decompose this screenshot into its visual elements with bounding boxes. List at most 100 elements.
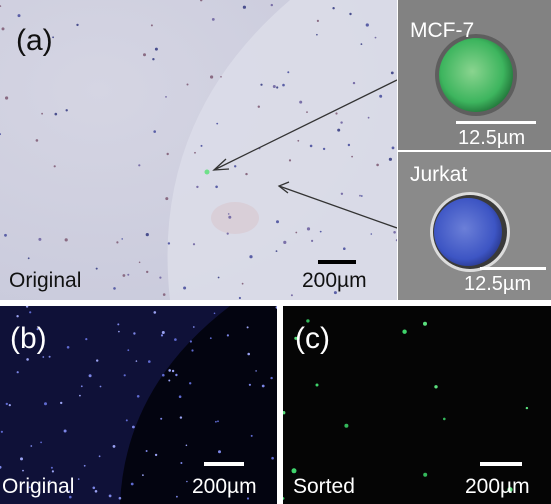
cell-dot xyxy=(340,192,344,195)
cell-dot xyxy=(113,287,116,290)
cell-dot xyxy=(98,455,101,458)
cell-dot xyxy=(189,382,192,385)
cell-dot xyxy=(35,139,39,142)
cell-dot xyxy=(66,346,70,349)
cell-dot xyxy=(443,417,446,421)
cell-dot xyxy=(191,349,194,352)
cell-dot xyxy=(116,241,119,244)
cell-dot xyxy=(143,53,146,57)
cell-dot xyxy=(297,139,300,142)
cell-dot xyxy=(65,109,68,112)
panel-a-letter: (a) xyxy=(16,24,53,57)
inset-jurkat-scale-bar xyxy=(480,267,546,270)
cell-dot xyxy=(340,121,343,124)
cell-dot xyxy=(311,239,314,242)
cell-dot xyxy=(146,270,149,274)
cell-dot xyxy=(166,152,169,156)
cell-dot xyxy=(192,326,195,328)
cell-dot xyxy=(30,445,33,447)
cell-dot xyxy=(299,100,303,104)
cell-dot xyxy=(186,83,189,86)
cell-dot xyxy=(261,384,265,388)
panel-c-caption: Sorted xyxy=(293,475,355,498)
cell-dot xyxy=(132,425,135,429)
cell-dot xyxy=(270,376,273,380)
cell-dot xyxy=(29,311,32,314)
cell-dot xyxy=(247,352,250,356)
cell-dot xyxy=(332,7,335,10)
cell-dot xyxy=(316,33,318,36)
cell-dot xyxy=(5,96,9,100)
cell-dot xyxy=(309,144,313,148)
cell-dot xyxy=(44,402,47,406)
cell-dot xyxy=(226,334,229,337)
cell-dot xyxy=(176,495,178,498)
cell-dot xyxy=(83,464,86,467)
cell-dot xyxy=(283,240,287,244)
cell-dot xyxy=(343,247,346,250)
panel-c-scale-label: 200µm xyxy=(465,475,530,498)
cell-dot xyxy=(275,306,277,309)
cell-dot xyxy=(136,395,140,398)
cell-dot xyxy=(217,276,220,279)
panel-a-micrograph xyxy=(0,0,397,300)
cell-dot xyxy=(153,130,156,133)
cell-dot xyxy=(257,105,260,108)
cell-dot xyxy=(246,326,249,329)
cell-dot xyxy=(167,242,171,245)
panel-c-micrograph xyxy=(283,306,551,504)
cell-dot xyxy=(175,373,178,377)
cell-dot xyxy=(17,14,21,18)
cell-dot xyxy=(127,349,130,352)
cell-dot xyxy=(271,456,274,460)
inset-mcf7-image xyxy=(398,0,551,150)
cell-dot xyxy=(138,164,141,167)
cell-dot xyxy=(209,337,212,340)
panel-b-letter: (b) xyxy=(10,322,47,355)
cell-dot xyxy=(379,94,383,98)
cell-dot xyxy=(1,27,5,31)
cell-dot xyxy=(160,334,164,337)
cell-dot xyxy=(162,373,165,377)
cell-dot xyxy=(290,294,293,297)
cell-dot xyxy=(242,5,246,9)
cell-dot xyxy=(200,144,203,147)
cell-dot xyxy=(36,328,39,331)
cell-dot xyxy=(194,151,196,154)
cell-dot xyxy=(127,273,130,276)
cell-dot xyxy=(0,430,3,433)
cell-dot xyxy=(196,185,199,189)
cell-dot xyxy=(250,434,253,437)
panel-b: (b) Original 200µm xyxy=(0,306,277,504)
panel-b-caption: Original xyxy=(2,475,75,498)
cell-dot xyxy=(22,469,24,472)
arrow-mcf7 xyxy=(212,79,397,171)
cell-dot xyxy=(92,486,96,490)
cell-dot xyxy=(272,85,276,88)
cell-dots xyxy=(0,306,277,500)
cell-dot xyxy=(154,453,158,457)
cell-dot xyxy=(79,394,81,397)
cell-dot xyxy=(38,237,42,241)
cell-dot xyxy=(211,18,215,21)
cell-dot xyxy=(168,379,171,382)
cell-dot xyxy=(287,71,290,74)
cell-dot xyxy=(423,321,427,326)
cell-dot xyxy=(153,311,157,314)
cell-dot xyxy=(150,24,153,27)
cell-dot xyxy=(133,332,136,335)
cell-dot xyxy=(8,404,11,407)
cell-dot xyxy=(185,444,188,447)
inset-mcf7: MCF-7 12.5µm xyxy=(398,0,551,150)
cell-dot xyxy=(245,172,248,176)
cell-dot xyxy=(335,112,338,115)
cell-dot xyxy=(125,419,128,422)
cell-dots xyxy=(0,0,397,300)
cell-dot xyxy=(96,359,99,362)
cell-dot xyxy=(5,402,8,406)
cell-dot xyxy=(118,496,122,500)
cell-dot xyxy=(171,369,175,373)
cell-dot xyxy=(68,490,71,492)
inset-jurkat-name: Jurkat xyxy=(410,163,468,186)
cell-dot xyxy=(183,286,187,290)
